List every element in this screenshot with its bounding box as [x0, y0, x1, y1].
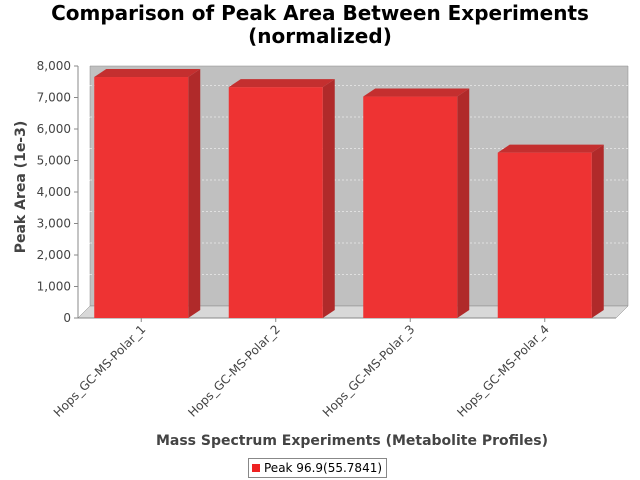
legend: Peak 96.9(55.7841) [248, 458, 388, 478]
bar-front [94, 77, 189, 319]
legend-label: Peak 96.9(55.7841) [264, 461, 383, 475]
y-axis: 0 1,000 2,000 3,000 4,000 5,000 6,000 7,000 8,00… [37, 59, 78, 325]
bar-front [497, 152, 592, 318]
chart-title: Comparison of Peak Area Between Experime… [0, 2, 640, 48]
bar [94, 69, 201, 319]
y-axis-label: Peak Area (1e-3) [13, 121, 29, 254]
chart-title-line-1: Comparison of Peak Area Between Experime… [51, 1, 589, 25]
y-tick-label: 7,000 [37, 91, 71, 105]
y-tick-label: 6,000 [37, 122, 71, 136]
bar [497, 144, 604, 318]
bar-front [363, 96, 458, 319]
gridline-diagonal [77, 116, 91, 130]
chart-title-line-2: (normalized) [248, 24, 392, 48]
bar-side [188, 69, 201, 319]
x-tick-label: Hops_GC-MS-Polar_2 [185, 322, 283, 420]
x-axis: Hops_GC-MS-Polar_1 Hops_GC-MS-Polar_2 Hops… [51, 318, 552, 420]
gridline-diagonal [77, 85, 91, 98]
bar [363, 88, 470, 319]
x-axis-label: Mass Spectrum Experiments (Metabolite Pr… [156, 433, 548, 449]
bars [94, 69, 604, 319]
x-tick-label: Hops_GC-MS-Polar_3 [320, 322, 418, 420]
gridline-diagonal [77, 179, 91, 193]
gridline-diagonal [77, 148, 91, 161]
x-tick-label: Hops_GC-MS-Polar_4 [454, 322, 552, 420]
bar-side [591, 144, 604, 318]
y-tick-label: 2,000 [37, 248, 71, 262]
gridline-diagonal [77, 242, 91, 256]
gridline-diagonal [77, 211, 91, 224]
bar-top [94, 69, 201, 78]
y-tick-label: 4,000 [37, 185, 71, 199]
bar-top [228, 79, 335, 88]
x-tick-label: Hops_GC-MS-Polar_1 [51, 322, 149, 420]
y-tick-label: 3,000 [37, 217, 71, 231]
bar-top [363, 88, 470, 97]
y-tick-label: 1,000 [37, 280, 71, 294]
bar-side [457, 88, 470, 319]
gridline-diagonal [77, 274, 91, 287]
y-tick-label: 8,000 [37, 59, 71, 73]
bar [228, 79, 335, 318]
gridline-diagonal [77, 53, 91, 67]
bar-side [322, 79, 335, 318]
y-tick-label: 0 [63, 311, 71, 325]
legend-swatch [252, 464, 260, 472]
bar-front [228, 87, 323, 318]
y-tick-label: 5,000 [37, 154, 71, 168]
bar-top [497, 144, 604, 153]
